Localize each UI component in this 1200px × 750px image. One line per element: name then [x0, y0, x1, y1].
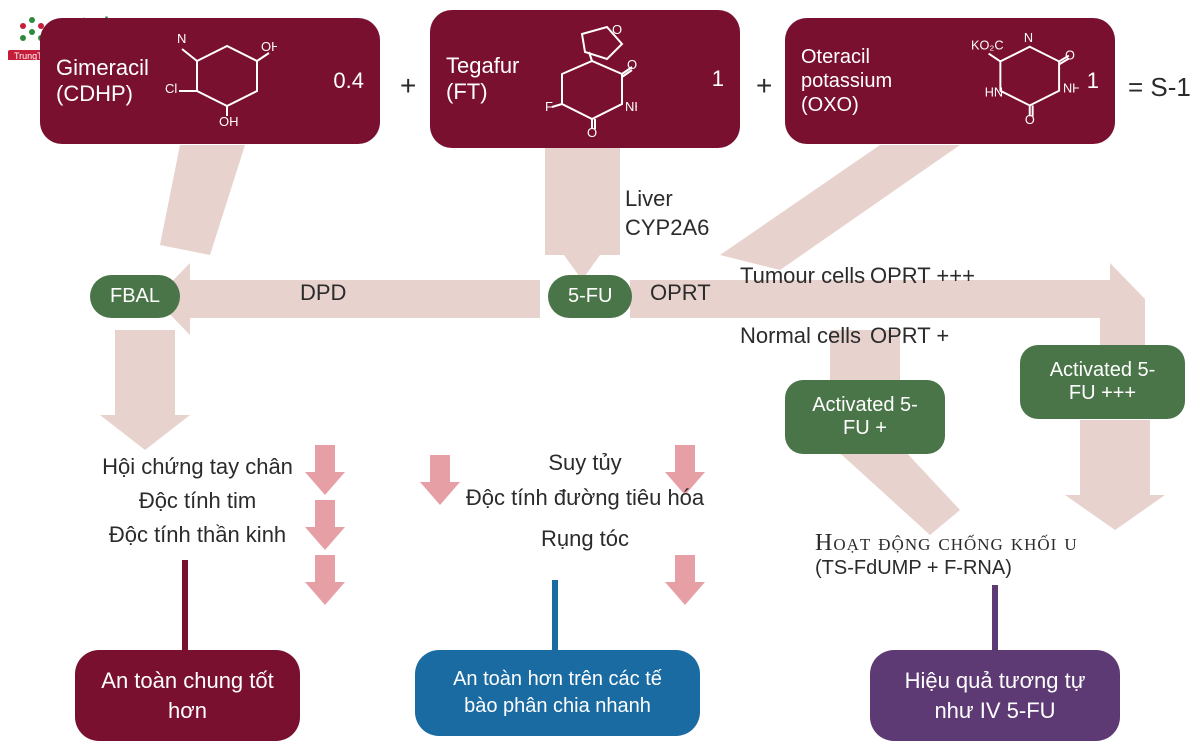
component-tegafur: Tegafur (FT) O O NH F O 1 — [430, 10, 740, 148]
plus-2: + — [756, 70, 772, 102]
component-gimeracil: Gimeracil (CDHP) N OH Cl OH 0.4 — [40, 18, 380, 144]
oteracil-structure: KO₂C N O NH HN O — [971, 31, 1079, 131]
node-fbal: FBAL — [90, 275, 180, 318]
tegafur-abbr: (FT) — [446, 79, 488, 104]
label-tumour-cells: Tumour cells — [740, 262, 865, 290]
svg-text:OH: OH — [261, 39, 277, 54]
oteracil-name: Oteracil potassium — [801, 46, 892, 92]
svg-text:NH: NH — [625, 99, 637, 114]
tegafur-name: Tegafur — [446, 53, 519, 78]
tegafur-ratio: 1 — [712, 66, 724, 92]
node-activated-plus: Activated 5-FU + — [785, 380, 945, 454]
antitumor-activity: Hoạt động chống khối u (TS-FdUMP + F-RNA… — [815, 530, 1185, 580]
label-liver: Liver CYP2A6 — [625, 185, 709, 242]
oteracil-ratio: 1 — [1087, 68, 1099, 94]
svg-text:HN: HN — [985, 85, 1003, 100]
outcome-efficacy: Hiệu quả tương tự như IV 5-FU — [870, 650, 1120, 741]
equation-result: = S-1 — [1128, 72, 1191, 103]
label-oprt-normal: OPRT + — [870, 322, 949, 350]
effects-center: Suy tủy Độc tính đường tiêu hóa Rụng tóc — [440, 445, 730, 557]
outcome-dividing-cells: An toàn hơn trên các tế bào phân chia nh… — [415, 650, 700, 736]
gimeracil-abbr: (CDHP) — [56, 81, 133, 106]
gimeracil-name: Gimeracil — [56, 55, 149, 80]
svg-text:N: N — [1024, 31, 1033, 45]
svg-text:NH: NH — [1063, 81, 1079, 96]
gimeracil-structure: N OH Cl OH — [157, 31, 277, 131]
outcome-overall-safety: An toàn chung tốt hơn — [75, 650, 300, 741]
node-5fu: 5-FU — [548, 275, 632, 318]
svg-text:F: F — [545, 99, 553, 114]
label-oprt-tumour: OPRT +++ — [870, 262, 975, 290]
svg-text:Cl: Cl — [165, 81, 177, 96]
plus-1: + — [400, 70, 416, 102]
label-normal-cells: Normal cells — [740, 322, 861, 350]
svg-text:OH: OH — [219, 114, 239, 129]
tegafur-structure: O O NH F O — [527, 19, 637, 139]
gimeracil-ratio: 0.4 — [333, 68, 364, 94]
label-oprt: OPRT — [650, 280, 711, 306]
svg-text:KO₂C: KO₂C — [971, 38, 1004, 53]
component-oteracil: Oteracil potassium (OXO) KO₂C N O NH HN … — [785, 18, 1115, 144]
label-dpd: DPD — [300, 280, 346, 306]
oteracil-abbr: (OXO) — [801, 94, 859, 116]
node-activated-plus3: Activated 5-FU +++ — [1020, 345, 1185, 419]
svg-text:O: O — [612, 22, 622, 37]
svg-text:N: N — [177, 31, 186, 46]
effects-left: Hội chứng tay chân Độc tính tim Độc tính… — [70, 450, 325, 552]
